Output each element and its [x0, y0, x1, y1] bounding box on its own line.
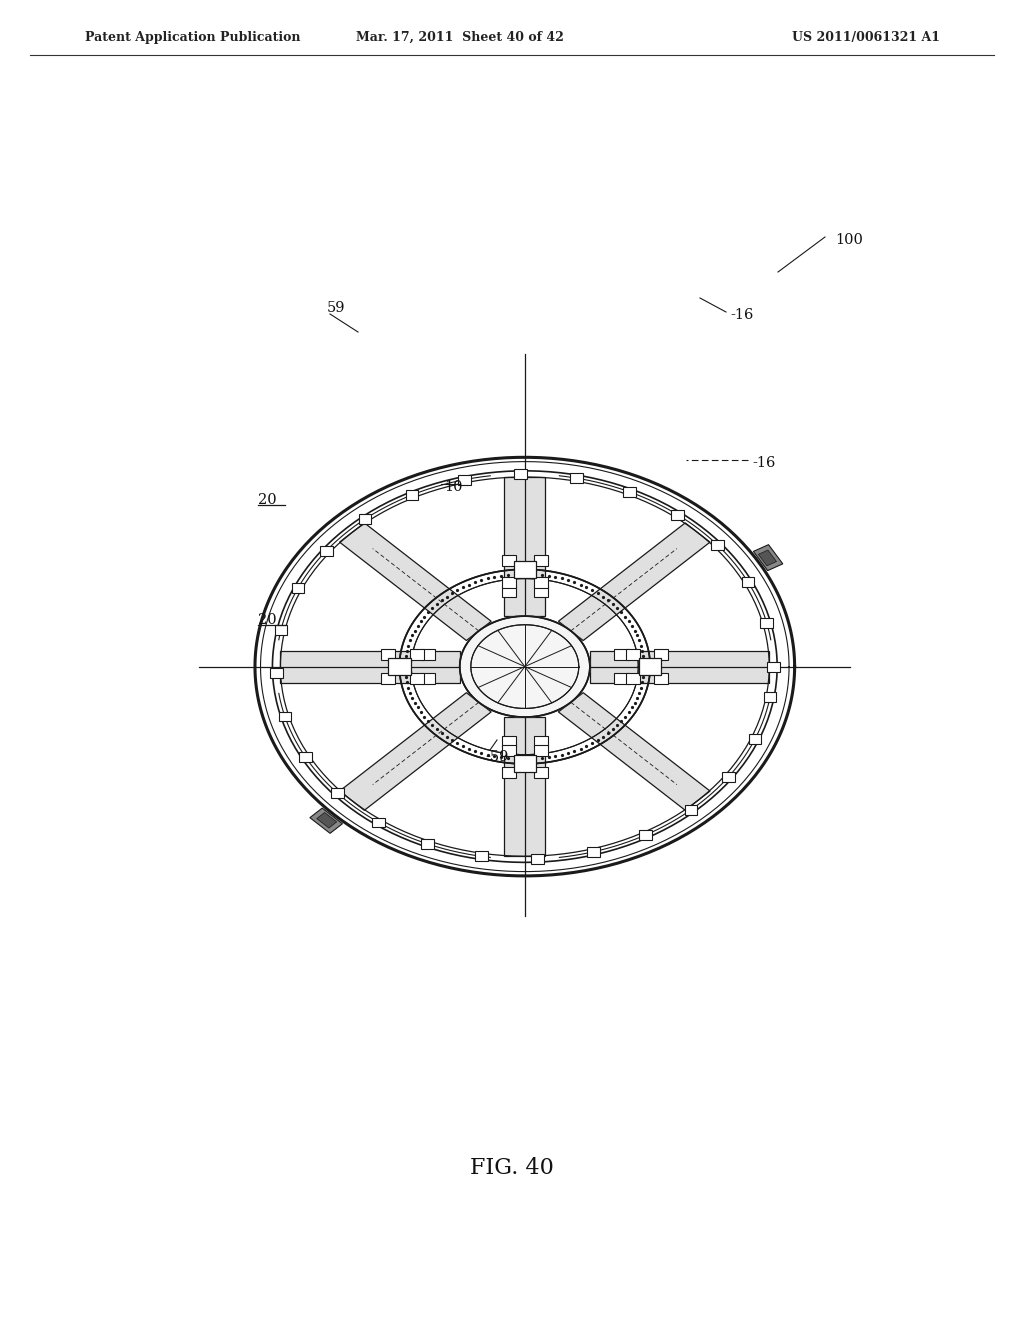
Polygon shape	[626, 673, 640, 685]
Polygon shape	[558, 523, 710, 640]
Polygon shape	[381, 648, 395, 660]
Polygon shape	[685, 805, 697, 814]
Polygon shape	[639, 830, 651, 840]
Polygon shape	[504, 477, 546, 616]
Text: -16: -16	[730, 308, 754, 322]
Text: Patent Application Publication: Patent Application Publication	[85, 30, 300, 44]
Polygon shape	[534, 577, 548, 589]
Polygon shape	[570, 473, 583, 483]
Polygon shape	[558, 693, 710, 810]
Polygon shape	[292, 583, 304, 593]
Polygon shape	[388, 657, 411, 676]
Polygon shape	[502, 586, 516, 597]
Polygon shape	[502, 737, 516, 747]
Polygon shape	[534, 737, 548, 747]
Polygon shape	[749, 734, 762, 743]
Polygon shape	[514, 561, 536, 578]
Text: FIG. 40: FIG. 40	[470, 1158, 554, 1179]
Polygon shape	[722, 772, 734, 781]
Polygon shape	[761, 618, 773, 628]
Polygon shape	[712, 540, 724, 550]
Text: -59: -59	[485, 750, 508, 764]
Polygon shape	[759, 550, 776, 566]
Polygon shape	[672, 510, 684, 520]
Polygon shape	[654, 648, 669, 660]
Polygon shape	[514, 469, 526, 479]
Polygon shape	[639, 657, 662, 676]
Polygon shape	[534, 767, 548, 777]
Text: 20: 20	[258, 492, 276, 507]
Polygon shape	[270, 668, 283, 678]
Polygon shape	[321, 545, 333, 556]
Polygon shape	[299, 752, 312, 762]
Text: -16: -16	[752, 455, 775, 470]
Polygon shape	[587, 847, 600, 857]
Polygon shape	[255, 457, 795, 876]
Polygon shape	[475, 851, 488, 861]
Polygon shape	[340, 523, 492, 640]
Polygon shape	[614, 648, 629, 660]
Text: 100: 100	[835, 234, 863, 247]
Text: US 2011/0061321 A1: US 2011/0061321 A1	[792, 30, 940, 44]
Polygon shape	[614, 673, 629, 685]
Polygon shape	[381, 673, 395, 685]
Polygon shape	[514, 755, 536, 772]
Polygon shape	[279, 711, 291, 722]
Polygon shape	[373, 817, 385, 828]
Polygon shape	[421, 648, 435, 660]
Polygon shape	[274, 624, 288, 635]
Polygon shape	[410, 648, 424, 660]
Polygon shape	[626, 648, 640, 660]
Polygon shape	[502, 556, 516, 566]
Polygon shape	[624, 487, 636, 496]
Text: Mar. 17, 2011  Sheet 40 of 42: Mar. 17, 2011 Sheet 40 of 42	[356, 30, 564, 44]
Polygon shape	[531, 854, 544, 865]
Polygon shape	[422, 840, 434, 849]
Text: 20: 20	[258, 612, 276, 627]
Polygon shape	[421, 673, 435, 685]
Polygon shape	[281, 651, 460, 682]
Polygon shape	[460, 616, 590, 717]
Polygon shape	[316, 813, 337, 828]
Polygon shape	[654, 673, 669, 685]
Polygon shape	[764, 692, 776, 702]
Polygon shape	[754, 545, 782, 570]
Polygon shape	[504, 717, 546, 857]
Polygon shape	[767, 661, 779, 672]
Polygon shape	[534, 556, 548, 566]
Polygon shape	[590, 651, 769, 682]
Text: 10: 10	[444, 480, 463, 494]
Polygon shape	[502, 767, 516, 777]
Polygon shape	[410, 673, 424, 685]
Polygon shape	[331, 788, 344, 799]
Polygon shape	[741, 577, 755, 587]
Polygon shape	[340, 693, 492, 810]
Polygon shape	[534, 744, 548, 756]
Polygon shape	[358, 513, 372, 524]
Polygon shape	[310, 808, 342, 833]
Polygon shape	[406, 490, 419, 500]
Text: 59: 59	[327, 301, 345, 315]
Polygon shape	[534, 586, 548, 597]
Polygon shape	[459, 475, 471, 484]
Polygon shape	[502, 744, 516, 756]
Polygon shape	[502, 577, 516, 589]
